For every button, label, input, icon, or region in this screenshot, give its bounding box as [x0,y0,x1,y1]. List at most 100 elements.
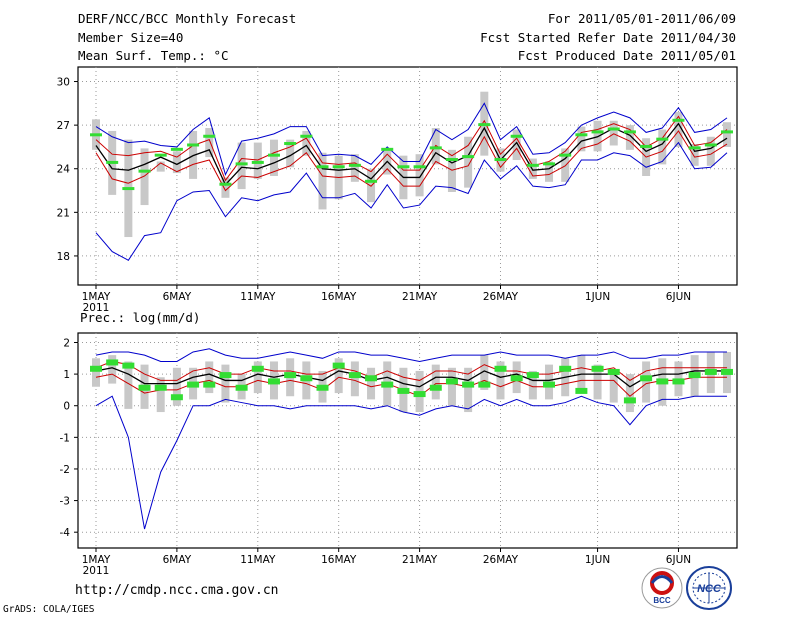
box-bar [253,142,262,179]
box-bar [334,358,343,394]
envelope-min-line [95,141,728,261]
y-tick-label: 2 [63,337,70,349]
mean-marker [300,375,313,382]
mean-marker [138,384,151,391]
x-tick-label: 1JUN [585,291,610,303]
y-tick-label: 30 [57,77,70,89]
mean-marker [267,378,280,385]
bcc-logo: BCC [641,567,683,609]
mean-marker [381,381,394,388]
box-bar [172,151,181,174]
mean-marker [300,134,313,138]
mean-marker [462,155,475,159]
x-tick-label: 1MAY [82,554,111,566]
box-bar [528,370,537,400]
x-tick-label: 6MAY [163,291,192,303]
mean-marker [510,134,523,138]
x-tick-label: 26MAY [483,291,519,303]
box-bar [593,364,602,400]
mean-marker [607,127,620,131]
member-size: Member Size=40 [78,30,184,45]
mean-marker [251,160,264,164]
box-bar [367,367,376,400]
box-bar [431,364,440,400]
mean-marker [413,391,426,398]
mean-marker [170,147,183,151]
x-tick-label: 21MAY [402,554,438,566]
chart-title: DERF/NCC/BCC Monthly Forecast [78,11,297,26]
mean-marker [721,368,733,375]
mean-marker [543,162,556,166]
mean-marker [122,187,135,191]
mean-marker [235,384,248,391]
mean-marker [348,163,361,167]
box-bar [172,367,181,406]
ncc-logo: NCC [686,566,732,610]
mean-marker [494,365,507,372]
mean-marker [656,378,669,385]
mean-marker [219,372,232,379]
box-bar [625,125,634,150]
mean-marker [203,381,216,388]
mean-marker [365,179,378,183]
spread-lower-line [95,373,727,397]
box-bar [625,374,634,413]
mean-marker [154,384,167,391]
mean-marker [462,381,475,388]
mean-marker [316,165,329,169]
mean-marker [510,375,523,382]
mean-marker [235,162,248,166]
mean-marker [478,123,491,127]
mean-marker [704,368,717,375]
mean-marker [721,130,733,134]
box-bar [480,355,489,390]
box-bar [286,139,295,168]
box-bar [658,129,667,165]
box-bar [237,142,246,190]
spread-lower-line [95,130,728,192]
precip-label: Prec.: log(mm/d) [80,310,201,325]
x-tick-label: 11MAY [240,554,276,566]
footer-credit: GrADS: COLA/IGES [3,604,95,615]
x-year-label: 2011 [83,302,110,314]
box-bar [415,154,424,197]
x-tick-label: 1JUN [585,554,610,566]
mean-marker [332,165,345,169]
forecast-produced-date: Fcst Produced Date 2011/05/01 [517,48,736,63]
mean-marker [316,384,329,391]
x-tick-label: 26MAY [483,554,519,566]
box-bar [108,355,117,384]
mean-marker [267,153,280,157]
box-bar [92,358,100,387]
box-bar [350,361,359,397]
y-tick-label: 0 [63,401,70,413]
mean-marker [607,368,620,375]
mean-marker [591,130,604,134]
box-bar [318,152,327,210]
x-year-label: 2011 [83,565,110,577]
footer-url[interactable]: http://cmdp.ncc.cma.gov.cn [75,583,279,598]
box-bar [156,161,165,172]
mean-marker [429,146,442,150]
mean-marker [656,137,669,141]
mean-marker [397,387,410,394]
bcc-logo-text: BCC [653,596,671,605]
box-bar [642,361,651,403]
box-bar [221,364,230,403]
x-tick-label: 1MAY [82,291,111,303]
box-bar [205,361,214,394]
y-tick-label: -4 [60,527,71,539]
y-tick-label: -1 [60,432,70,444]
ncc-logo-text: NCC [697,583,722,595]
box-bar [512,129,521,161]
mean-marker [575,387,588,394]
box-bar [577,126,586,152]
forecast-start-date: Fcst Started Refer Date 2011/04/30 [480,30,736,45]
box-bar [528,158,537,179]
mean-marker [672,378,685,385]
box-bar [189,130,198,179]
box-bar [690,144,699,166]
mean-marker [106,359,119,366]
mean-marker [203,134,216,138]
